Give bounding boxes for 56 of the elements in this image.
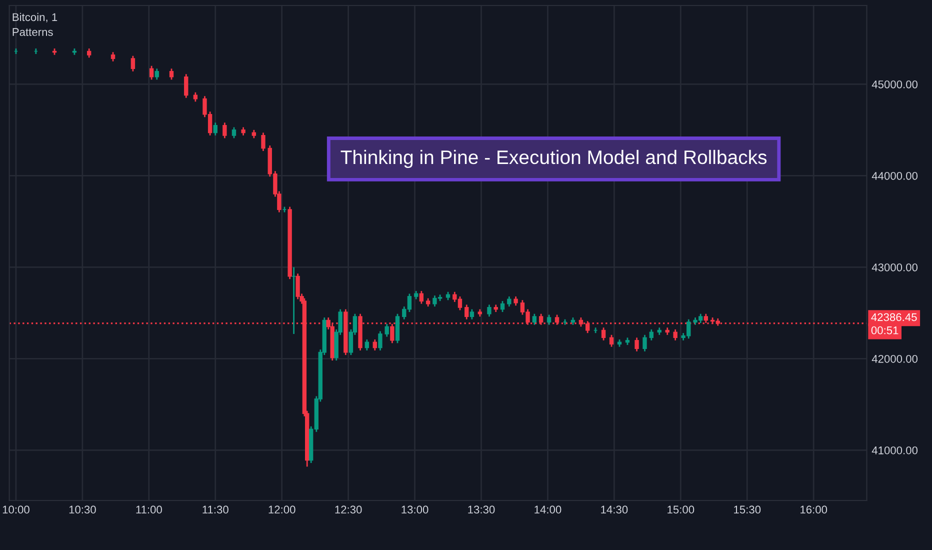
candlestick [384, 323, 389, 338]
x-tick-label: 12:30 [335, 506, 362, 514]
candlestick [634, 336, 639, 352]
candlestick [464, 304, 469, 320]
candlestick [364, 338, 370, 352]
y-tick-label: 41000.00 [872, 446, 918, 454]
y-tick-label: 44000.00 [872, 172, 918, 180]
candlestick [184, 73, 188, 99]
candlestick [372, 338, 377, 352]
y-tick-label: 42000.00 [872, 354, 918, 363]
candlestick [546, 314, 552, 326]
candlestick [507, 296, 512, 308]
y-tick-label: 43000.00 [872, 263, 918, 272]
text: Thinking in Pine - Execution Model and Rollbacks [340, 150, 767, 168]
candlestick [673, 328, 678, 342]
x-tick-label: 12:00 [268, 506, 296, 514]
candlestick [609, 334, 614, 348]
candlestick [86, 48, 92, 58]
candlestick [514, 296, 518, 306]
x-tick-label: 11:30 [202, 506, 228, 514]
candlestick [601, 326, 606, 342]
y-tick-label: 45000.00 [872, 80, 918, 88]
x-tick-label: 15:00 [668, 506, 694, 514]
candlestick [642, 334, 647, 352]
candlestick [154, 68, 159, 80]
x-tick-label: 16:00 [800, 506, 828, 514]
candlestick [169, 68, 174, 80]
x-tick-label: 15:30 [734, 506, 761, 514]
x-tick-label: 13:00 [402, 506, 428, 514]
candlestick [261, 132, 266, 152]
text: 00:51 [871, 326, 898, 334]
candlestick [390, 323, 394, 344]
candlestick [130, 55, 136, 72]
candlestick [110, 51, 116, 62]
candlestick [532, 313, 537, 326]
candlestick [649, 328, 654, 342]
annotation: Bitcoin, 1 [12, 12, 58, 22]
annotation: Patterns [12, 28, 53, 36]
ref-line-label: 42386.45 [871, 313, 917, 322]
x-tick-label: 14:30 [601, 506, 628, 514]
x-tick-label: 13:30 [468, 506, 495, 514]
candlestick [232, 126, 236, 139]
candlestick [296, 272, 300, 300]
candlestick [500, 300, 505, 313]
candlestick [213, 122, 218, 136]
candlestick [222, 122, 227, 139]
candlestick [487, 304, 492, 318]
candlestick [419, 290, 424, 304]
candlestick [149, 65, 154, 80]
x-tick-label: 11:00 [136, 506, 162, 514]
candlestick [378, 330, 382, 352]
candlestick [395, 313, 400, 344]
candlestick [470, 308, 474, 320]
x-tick-label: 10:00 [2, 506, 30, 514]
x-tick-label: 10:30 [69, 506, 96, 514]
x-tick-label: 14:00 [534, 506, 562, 514]
